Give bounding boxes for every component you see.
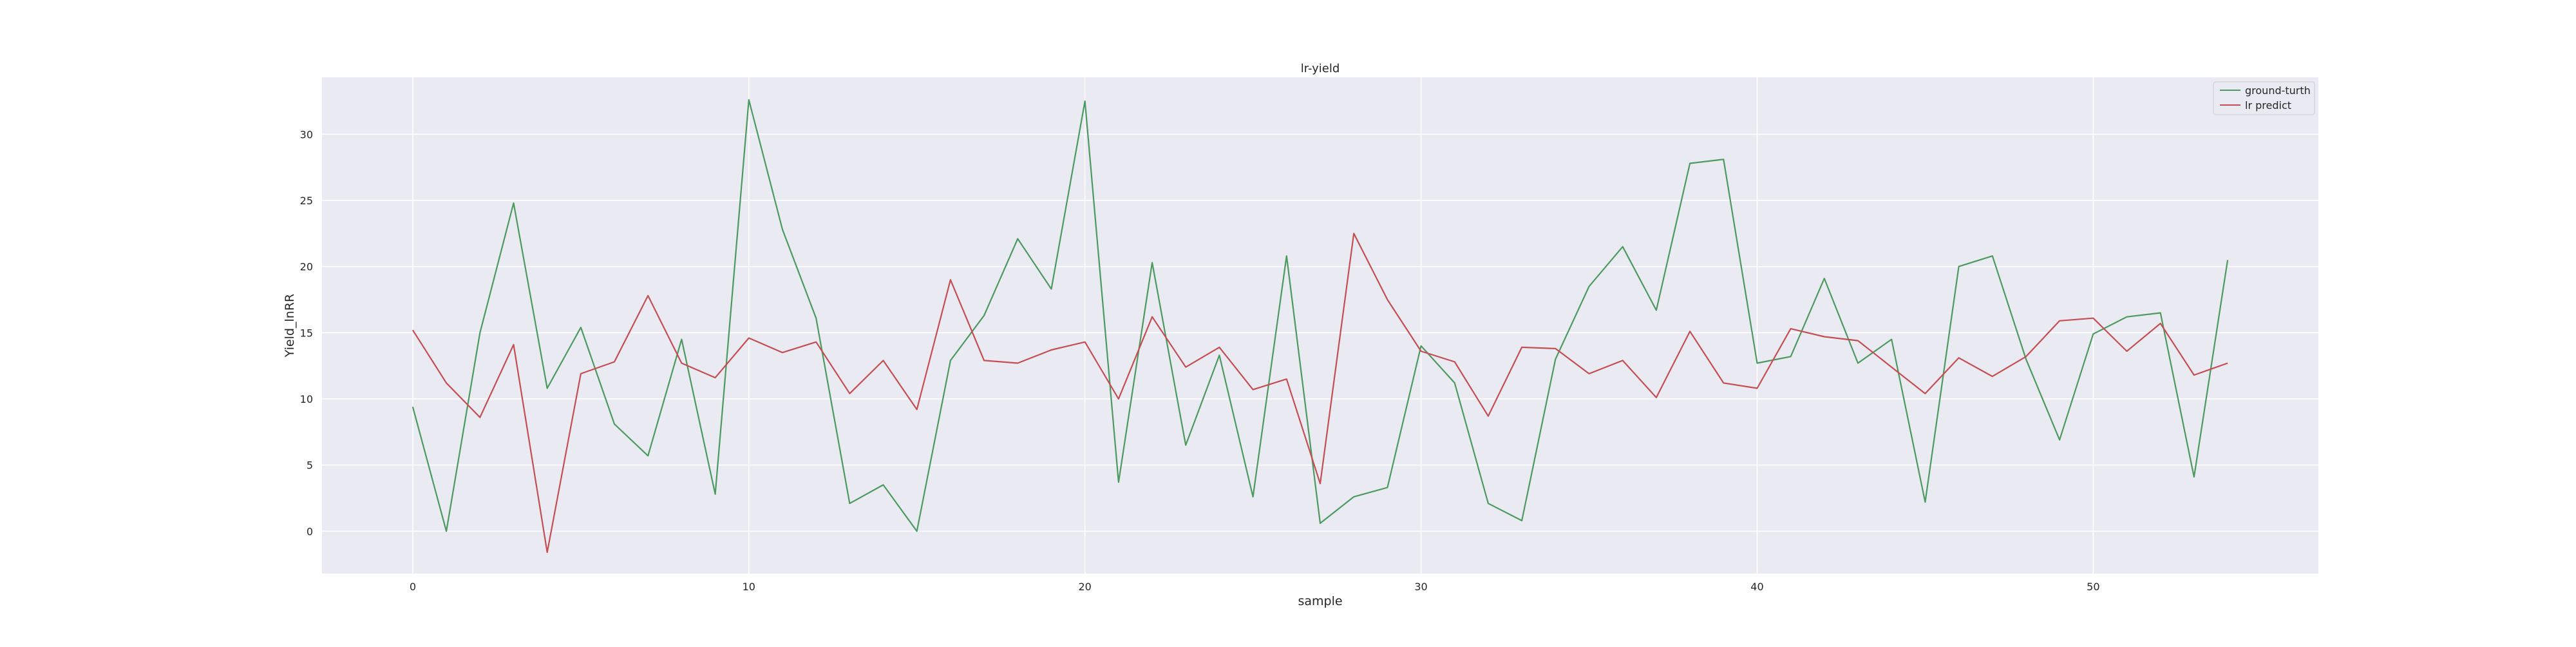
plot-area-background: [322, 77, 2318, 574]
y-tick-label: 25: [300, 195, 313, 207]
y-tick-label: 30: [300, 128, 313, 140]
y-tick-label: 5: [307, 459, 313, 472]
y-tick-label: 10: [300, 393, 313, 405]
x-tick-label: 10: [743, 581, 755, 593]
y-axis-label: Yield_lnRR: [283, 294, 297, 358]
x-tick-label: 50: [2087, 581, 2099, 593]
y-tick-label: 20: [300, 261, 313, 273]
chart-title: lr-yield: [1301, 62, 1340, 75]
series-line-lr-predict: [412, 233, 2228, 554]
x-axis-label: sample: [1298, 594, 1342, 608]
legend-label-ground-turth: ground-turth: [2245, 84, 2311, 97]
y-tick-labels: 0 5 10 15 20 25 30: [300, 128, 313, 537]
series-line-ground-turth: [412, 99, 2229, 532]
legend: ground-turth lr predict: [2213, 81, 2315, 115]
legend-label-lr-predict: lr predict: [2245, 99, 2291, 111]
x-tick-label: 0: [410, 581, 416, 593]
x-tick-label: 40: [1750, 581, 1763, 593]
y-tick-label: 15: [300, 327, 313, 339]
x-tick-label: 20: [1079, 581, 1092, 593]
x-tick-label: 30: [1414, 581, 1427, 593]
series-lines: [412, 99, 2229, 554]
grid-lines: [322, 77, 2318, 574]
x-tick-labels: 0 10 20 30 40 50: [410, 581, 2100, 593]
y-tick-label: 0: [307, 525, 313, 537]
